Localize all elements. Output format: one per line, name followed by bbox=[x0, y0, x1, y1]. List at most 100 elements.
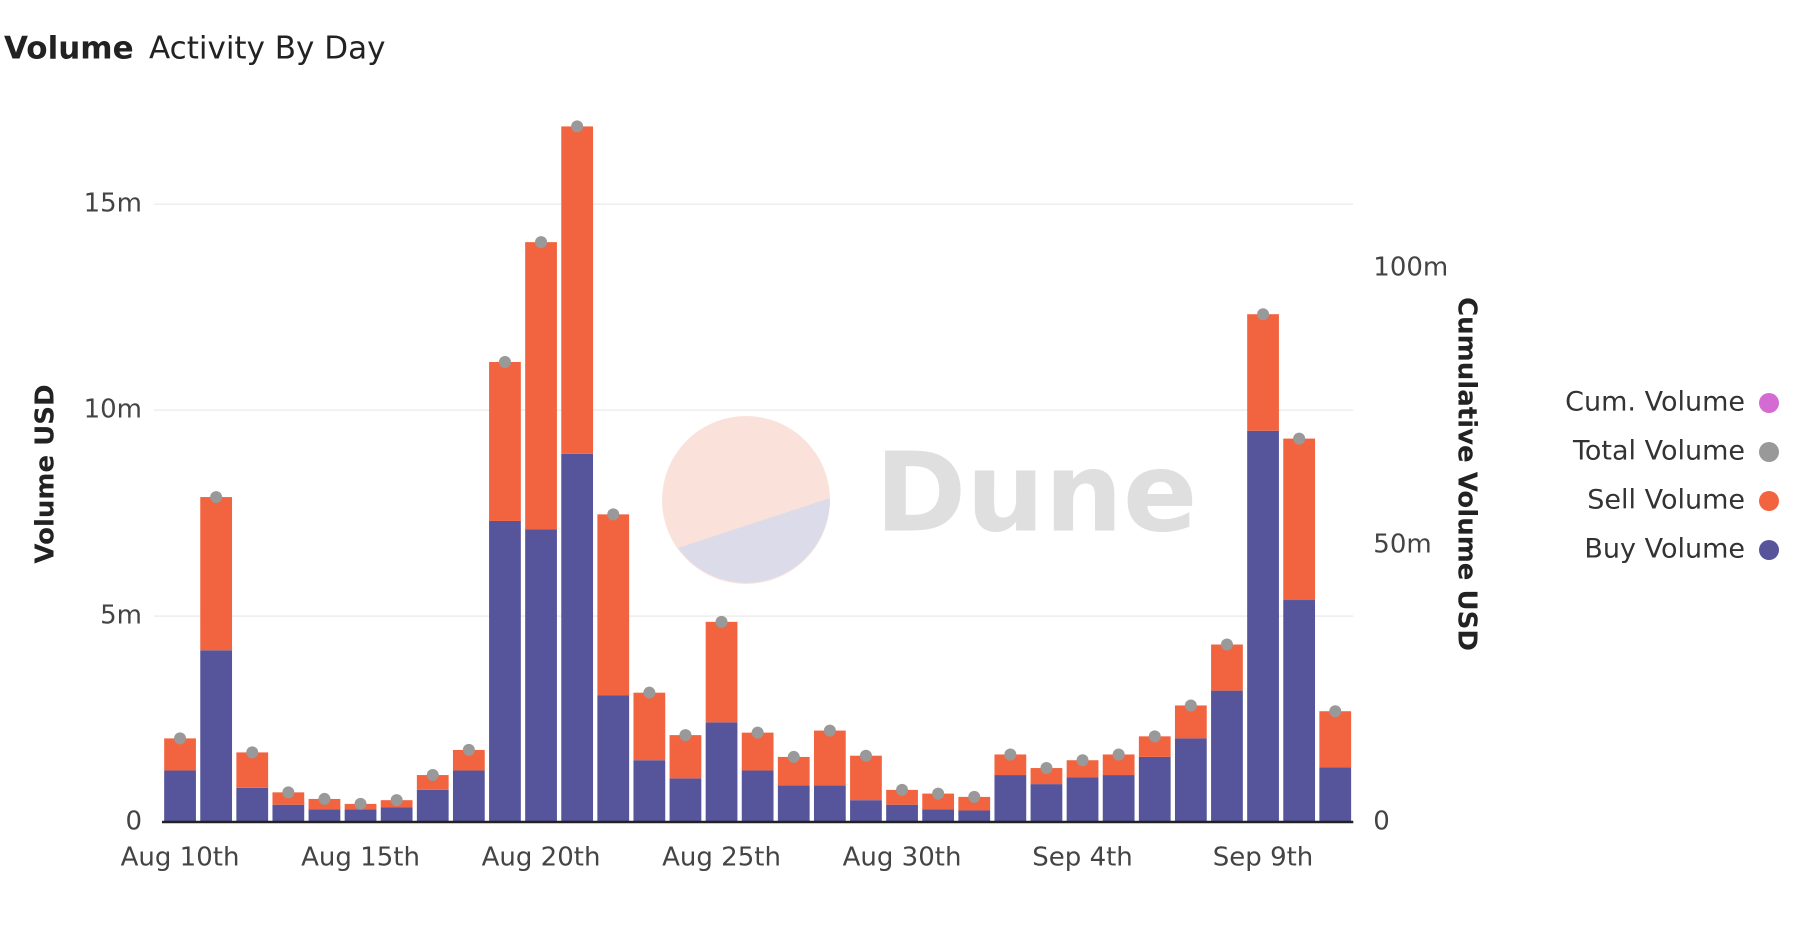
legend-label: Cum. Volume bbox=[1565, 387, 1745, 418]
x-tick-label: Aug 15th bbox=[301, 843, 420, 873]
bar bbox=[380, 807, 413, 822]
bar bbox=[669, 735, 702, 779]
bar bbox=[308, 809, 341, 822]
bar bbox=[489, 520, 521, 822]
bar bbox=[922, 809, 955, 822]
bar bbox=[1247, 314, 1279, 431]
bar bbox=[1319, 711, 1352, 768]
bar bbox=[1247, 430, 1279, 822]
bar bbox=[200, 650, 233, 822]
bar bbox=[1211, 644, 1243, 691]
total-dot bbox=[932, 787, 945, 800]
bar bbox=[561, 126, 594, 454]
bar bbox=[813, 730, 846, 786]
legend-swatch bbox=[1759, 393, 1779, 413]
bar bbox=[958, 810, 991, 822]
total-dot bbox=[1040, 762, 1053, 775]
chart-subtitle: Activity By Day bbox=[149, 31, 385, 67]
bar bbox=[416, 775, 449, 790]
y2-tick-label: 100m bbox=[1373, 252, 1448, 282]
bar bbox=[1138, 756, 1171, 822]
bar bbox=[633, 760, 666, 822]
watermark-text: Dune bbox=[875, 428, 1198, 556]
bar bbox=[525, 242, 557, 530]
total-dot bbox=[1220, 638, 1233, 651]
watermark: Dune bbox=[662, 416, 1198, 584]
total-dot bbox=[462, 743, 475, 756]
total-dot bbox=[1257, 308, 1270, 321]
bar bbox=[741, 732, 774, 771]
y2-tick-label: 0 bbox=[1373, 807, 1390, 837]
total-dot bbox=[390, 794, 403, 807]
bar bbox=[561, 453, 594, 822]
bar bbox=[1319, 767, 1352, 822]
total-dot bbox=[1076, 754, 1089, 767]
bar bbox=[416, 789, 449, 822]
bar bbox=[741, 770, 774, 822]
bar bbox=[200, 497, 233, 651]
bar bbox=[525, 529, 557, 822]
bar bbox=[1283, 438, 1316, 601]
bar bbox=[1066, 777, 1099, 822]
bar bbox=[597, 695, 630, 822]
bar bbox=[922, 793, 955, 810]
bar bbox=[452, 749, 485, 771]
bar bbox=[705, 621, 738, 723]
total-dot bbox=[1329, 705, 1342, 718]
bar bbox=[452, 770, 485, 822]
bar bbox=[633, 692, 666, 761]
y2-tick-label: 50m bbox=[1373, 529, 1431, 559]
total-dot bbox=[498, 355, 511, 368]
bar bbox=[850, 800, 882, 822]
bar bbox=[164, 770, 196, 822]
legend-label: Sell Volume bbox=[1587, 485, 1745, 516]
total-dot bbox=[859, 749, 872, 762]
bar bbox=[1102, 775, 1135, 822]
y-tick-label: 15m bbox=[84, 189, 142, 219]
total-dot bbox=[354, 797, 367, 810]
legend-swatch bbox=[1759, 442, 1779, 462]
bar bbox=[1211, 690, 1243, 822]
total-dot bbox=[246, 746, 259, 759]
bar bbox=[994, 754, 1027, 776]
total-dot bbox=[1112, 748, 1125, 761]
total-dot bbox=[787, 750, 800, 763]
bar bbox=[886, 789, 918, 805]
total-dot bbox=[896, 783, 909, 796]
legend-label: Total Volume bbox=[1572, 436, 1745, 467]
total-dot bbox=[823, 724, 836, 737]
bar bbox=[1138, 736, 1171, 757]
bar bbox=[850, 755, 882, 801]
bar bbox=[1102, 754, 1135, 776]
x-tick-label: Aug 10th bbox=[121, 843, 240, 873]
bar bbox=[886, 804, 918, 822]
bar bbox=[272, 804, 305, 822]
total-dot bbox=[535, 236, 548, 249]
total-dot bbox=[318, 792, 331, 805]
x-tick-label: Sep 4th bbox=[1032, 843, 1132, 873]
total-dot bbox=[679, 729, 692, 742]
bar bbox=[669, 778, 702, 822]
bar bbox=[597, 514, 630, 696]
bar bbox=[1066, 760, 1099, 778]
bar bbox=[1283, 600, 1316, 822]
legend-swatch bbox=[1759, 540, 1779, 560]
x-tick-label: Aug 20th bbox=[482, 843, 601, 873]
total-dot bbox=[174, 732, 187, 745]
legend-swatch bbox=[1759, 491, 1779, 511]
bar bbox=[489, 361, 521, 521]
total-dot bbox=[1004, 748, 1017, 761]
total-dot bbox=[426, 769, 439, 782]
total-dot bbox=[715, 615, 728, 628]
y2-axis-label: Cumulative Volume USD bbox=[1452, 297, 1482, 651]
bar bbox=[705, 722, 738, 822]
total-dot bbox=[282, 786, 295, 799]
x-tick-label: Sep 9th bbox=[1213, 843, 1313, 873]
bar bbox=[813, 785, 846, 822]
bar bbox=[777, 785, 810, 822]
bar bbox=[1030, 768, 1063, 785]
total-dot bbox=[1184, 699, 1197, 712]
total-dot bbox=[643, 686, 656, 699]
y-tick-label: 5m bbox=[100, 601, 142, 631]
